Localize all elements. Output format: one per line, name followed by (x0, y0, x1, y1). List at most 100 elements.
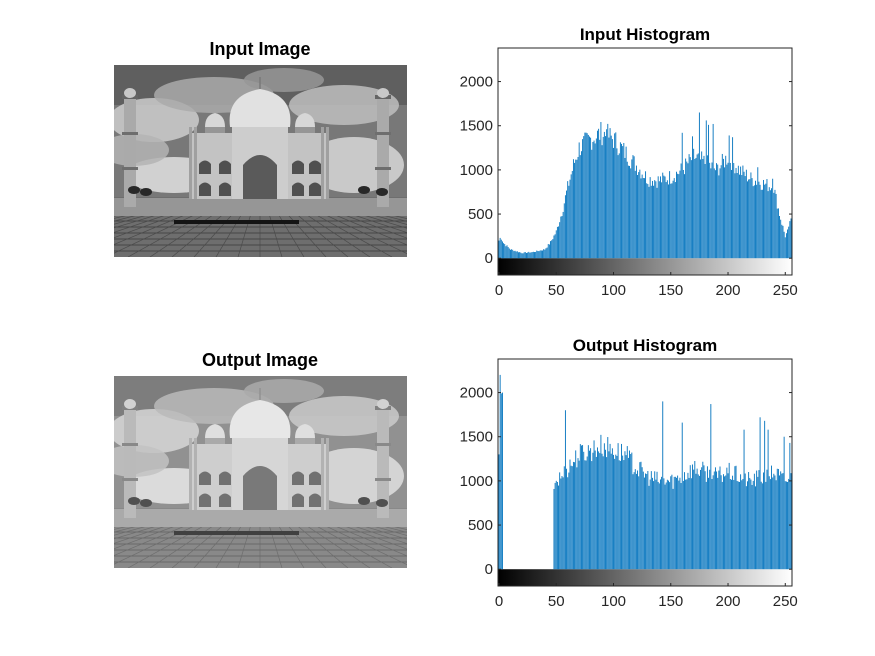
histogram-bar (705, 120, 707, 259)
histogram-bar (542, 250, 543, 259)
histogram-bar (520, 252, 522, 259)
x-tick-label: 100 (601, 282, 626, 299)
histogram-bar (578, 460, 580, 570)
histogram-bar (761, 189, 763, 259)
histogram-bar (783, 231, 785, 259)
x-tick-label: 50 (548, 282, 565, 299)
y-tick-label: 2000 (460, 74, 493, 91)
histogram-bar (697, 474, 699, 570)
histogram-bar (689, 465, 691, 570)
histogram-bar (635, 165, 637, 259)
histogram-bar (734, 466, 736, 570)
histogram-bar (677, 475, 679, 570)
histogram-bar (616, 455, 618, 570)
histogram-bar (684, 472, 685, 570)
histogram-bar (559, 222, 561, 259)
histogram-bar (657, 481, 659, 570)
histogram-bar (501, 241, 503, 259)
histogram-bar (772, 477, 774, 570)
histogram-bar (584, 460, 586, 570)
histogram-bar (749, 477, 751, 570)
histogram-bar (535, 251, 537, 259)
histogram-bar (716, 471, 718, 570)
histogram-bar (560, 216, 562, 259)
histogram-bar (647, 184, 649, 259)
histogram-bar (745, 486, 747, 570)
histogram-bar (608, 451, 610, 570)
histogram-bar (623, 142, 625, 259)
histogram-bar (787, 229, 789, 259)
histogram-bar (756, 184, 758, 259)
histogram-bar (765, 183, 767, 259)
histogram-bar (693, 148, 695, 259)
histogram-bar (526, 252, 527, 259)
histogram-bar (592, 141, 594, 259)
histogram-bar (582, 139, 584, 259)
histogram-bar (599, 139, 601, 259)
histogram-bar (537, 251, 539, 259)
histogram-bar (569, 459, 571, 570)
histogram-bar (591, 461, 593, 570)
histogram-bar (598, 451, 600, 570)
histogram-bar (766, 469, 768, 570)
histogram-bar (714, 170, 716, 259)
histogram-bar (767, 191, 769, 259)
histogram-bar (773, 473, 775, 570)
histogram-bar (788, 226, 790, 259)
x-tick-label: 250 (773, 593, 798, 610)
histogram-bar (575, 450, 577, 570)
histogram-bar (555, 230, 557, 259)
histogram-bar (676, 171, 677, 259)
histogram-bar (714, 467, 716, 570)
histogram-bar (733, 162, 735, 259)
histogram-bar (555, 480, 557, 570)
histogram-bar (748, 179, 750, 259)
histogram-bar (587, 445, 589, 570)
histogram-bar (621, 143, 622, 259)
histogram-bar (602, 456, 604, 570)
histogram-bar (600, 122, 602, 259)
histogram-bar (725, 155, 727, 259)
histogram-bar (594, 143, 596, 259)
colorbar (498, 258, 792, 275)
histogram-bar (582, 445, 584, 570)
histogram-bar (515, 251, 517, 259)
histogram-bar (695, 473, 697, 570)
histogram-bar (656, 471, 658, 570)
histogram-bar (759, 184, 761, 259)
histogram-bar (781, 224, 783, 259)
histogram-bar (584, 132, 586, 259)
histogram-bar (614, 458, 616, 570)
histogram-bar (651, 180, 653, 259)
histogram-bar (783, 436, 785, 570)
histogram-bar (682, 169, 684, 259)
histogram-bar (585, 460, 587, 570)
histogram-bar (705, 481, 707, 570)
histogram-bar (713, 471, 715, 570)
histogram-bar (661, 476, 663, 570)
histogram-bar (774, 475, 776, 570)
histogram-bar (716, 163, 718, 259)
histogram-bar (681, 132, 683, 259)
histogram-bar (523, 252, 525, 259)
histogram-bar (787, 481, 789, 570)
histogram-bar (638, 172, 640, 259)
histogram-bar (552, 239, 554, 259)
histogram-bar (597, 447, 598, 570)
histogram-bar (775, 193, 777, 259)
histogram-bar (664, 484, 666, 570)
histogram-bar (739, 481, 740, 570)
histogram-bar (784, 481, 786, 570)
histogram-bar (568, 185, 570, 259)
histogram-bar (551, 240, 553, 259)
histogram-bar (671, 474, 673, 570)
histogram-bar (710, 168, 712, 259)
histogram-bar (688, 154, 690, 259)
histogram-bar (736, 172, 738, 259)
histogram-bar (777, 208, 779, 259)
histogram-bar (680, 483, 682, 570)
histogram-bar (753, 185, 755, 259)
histogram-bar (665, 182, 667, 259)
histogram-bar (775, 480, 777, 570)
histogram-bar (528, 251, 530, 259)
